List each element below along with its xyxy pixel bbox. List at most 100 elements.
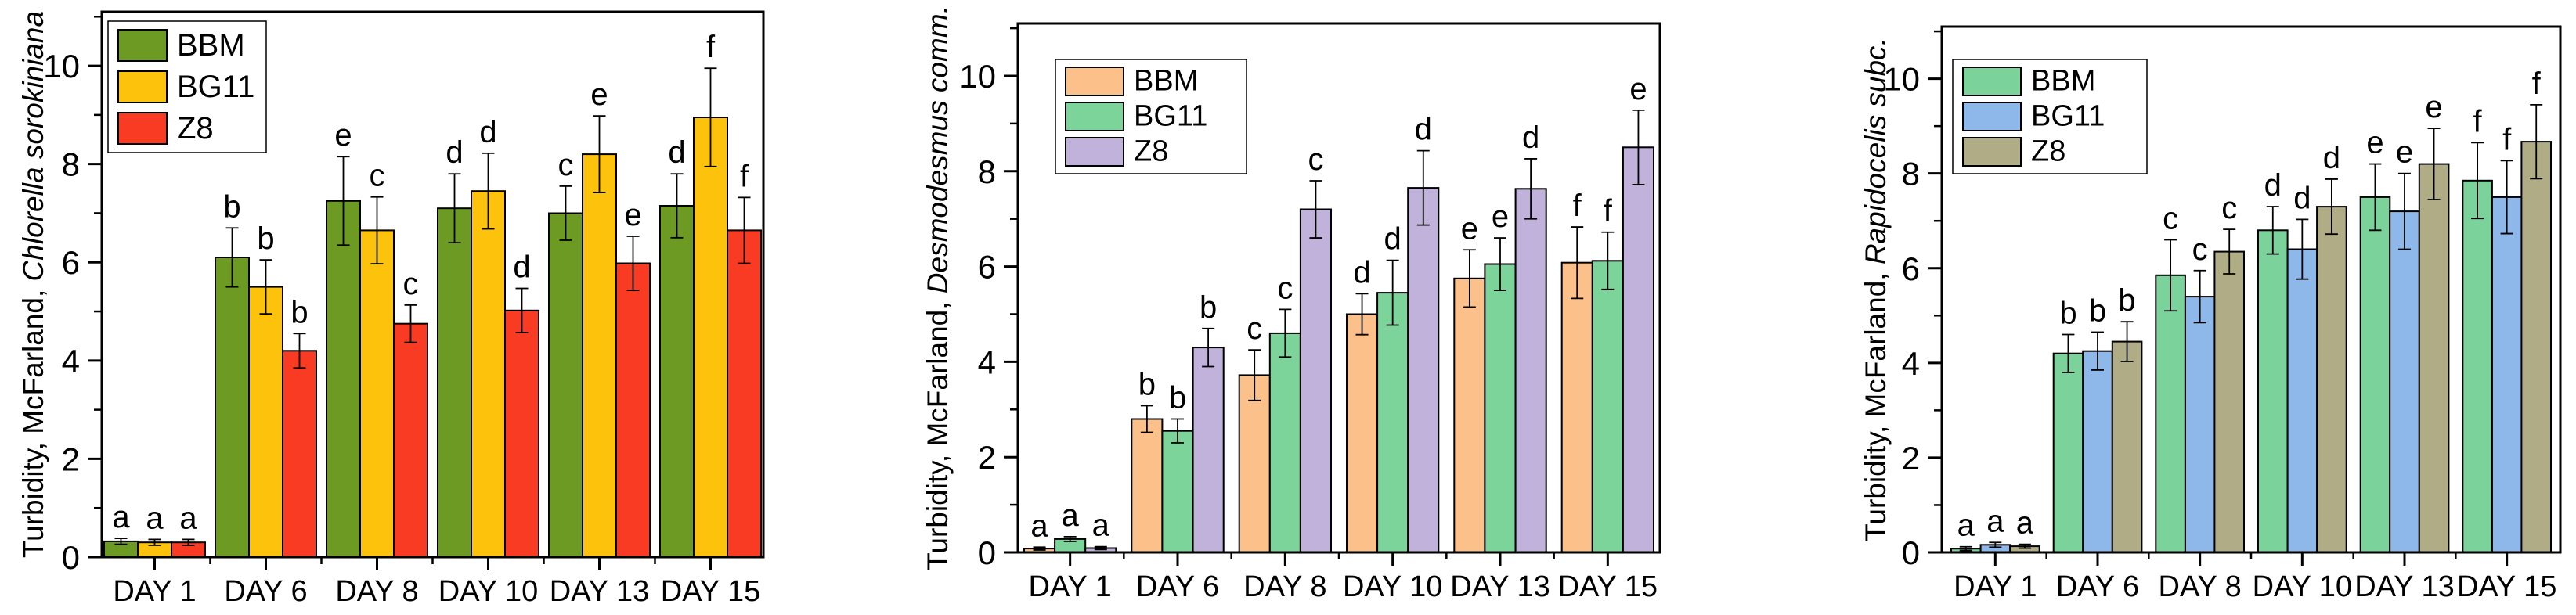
- legend-swatch-bg11: [1962, 102, 2022, 131]
- x-tick-label: DAY 8: [335, 575, 418, 608]
- error-bar: [259, 259, 272, 315]
- legend-swatch-z8: [1065, 137, 1124, 167]
- sig-letter: a: [146, 501, 164, 535]
- y-tick-label: 4: [62, 343, 80, 379]
- error-bar: [2398, 172, 2411, 250]
- sig-letter: d: [446, 135, 463, 170]
- legend-swatch-z8: [1962, 137, 2022, 167]
- sig-letter: e: [590, 77, 608, 112]
- sig-letter: d: [1522, 120, 1539, 155]
- y-tick-label: 8: [62, 146, 80, 183]
- bar-z8-day13: [1514, 188, 1547, 554]
- sig-letter: f: [2473, 104, 2483, 138]
- sig-letter: a: [1986, 504, 2004, 538]
- sig-letter: d: [479, 115, 496, 149]
- sig-letter: f: [2502, 122, 2512, 156]
- bar-z8-day10: [2316, 206, 2347, 553]
- error-bar: [1601, 231, 1615, 290]
- error-bar: [2325, 178, 2338, 236]
- x-tick-label: DAY 13: [2354, 570, 2454, 603]
- legend-label-z8: Z8: [2031, 135, 2065, 168]
- error-bar: [559, 185, 572, 241]
- x-tick-label: DAY 8: [1243, 570, 1326, 603]
- bar-bg11-day6: [248, 286, 283, 558]
- bar-z8-day8: [1299, 208, 1333, 553]
- sig-letter: e: [2366, 126, 2383, 160]
- x-tick-label: DAY 6: [224, 575, 307, 608]
- y-tick-label: 10: [1883, 61, 1920, 98]
- sig-letter: d: [1353, 255, 1370, 290]
- error-bar: [1033, 546, 1046, 551]
- chart-chlorella-sorokiniana: a b e d c d a b c d e f a b c d e f 0 2 4 6 8 10 DAY 1 DAY 6 DAY 8…: [0, 0, 846, 615]
- error-bar: [626, 236, 640, 291]
- x-tick-label: DAY 1: [1954, 570, 2037, 603]
- legend-swatch-bbm: [117, 29, 168, 62]
- y-tick-label: 8: [978, 153, 996, 190]
- x-tick-label: DAY 1: [1029, 570, 1112, 603]
- bar-bbm-day8: [1238, 374, 1271, 553]
- bar-bg11-day15: [1591, 260, 1624, 553]
- error-bar: [404, 304, 417, 343]
- y-tick-label: 6: [62, 244, 80, 281]
- error-bar: [1494, 237, 1506, 291]
- error-bar: [738, 196, 751, 264]
- error-bar: [1171, 418, 1184, 444]
- error-bar: [182, 538, 195, 546]
- bar-bbm-day13: [548, 212, 583, 558]
- sig-letter: f: [1604, 194, 1613, 228]
- legend-swatch-bg11: [117, 70, 168, 103]
- error-bar: [114, 538, 128, 545]
- error-bar: [2120, 321, 2134, 362]
- bar-z8-day6: [2111, 340, 2143, 553]
- error-bar: [2500, 160, 2513, 235]
- sig-letter: b: [1138, 367, 1156, 401]
- error-bar: [1989, 541, 2002, 548]
- legend-swatch-bg11: [1065, 102, 1124, 131]
- error-bar: [515, 287, 529, 333]
- x-tick-label: DAY 8: [2159, 570, 2242, 603]
- sig-letter: c: [403, 267, 419, 301]
- y-tick-label: 6: [978, 249, 996, 286]
- error-bar: [1248, 349, 1261, 401]
- sig-letter: b: [223, 189, 240, 224]
- error-bar: [1386, 259, 1399, 326]
- y-axis-label: Turbidity, McFarland, Desmodesmus comm.: [922, 5, 954, 570]
- error-bar: [2471, 142, 2484, 220]
- error-bar: [2427, 128, 2441, 200]
- error-bar: [337, 156, 350, 246]
- bar-z8-day10: [504, 309, 539, 558]
- y-tick-label: 10: [43, 48, 80, 85]
- error-bar: [293, 333, 306, 369]
- bar-z8-day6: [282, 350, 317, 558]
- y-tick-label: 2: [978, 439, 996, 476]
- y-tick-label: 2: [1902, 440, 1920, 477]
- x-tick-label: DAY 6: [1136, 570, 1219, 603]
- x-tick-label: DAY 6: [2056, 570, 2139, 603]
- error-bar: [1202, 327, 1215, 368]
- bar-bg11-day10: [471, 190, 506, 558]
- legend-swatch-bbm: [1962, 67, 2022, 96]
- y-tick-label: 0: [978, 534, 996, 571]
- y-axis-label: Turbidity, McFarland, Chlorella sorokini…: [17, 11, 49, 558]
- bar-bbm-day13: [1453, 277, 1486, 553]
- bar-bbm-day8: [2155, 274, 2186, 553]
- bar-bbm-day6: [215, 257, 250, 558]
- sig-letter: e: [624, 198, 641, 232]
- sig-letter: c: [2163, 201, 2178, 236]
- sig-letter: e: [334, 118, 352, 153]
- y-tick-label: 10: [959, 58, 996, 95]
- error-bar: [2091, 331, 2104, 371]
- bar-bg11-day13: [1484, 263, 1517, 553]
- bar-bg11-day6: [2082, 350, 2113, 553]
- y-tick-label: 8: [1902, 156, 1920, 192]
- sig-letter: c: [1247, 311, 1262, 346]
- bar-z8-day8: [2213, 250, 2245, 553]
- error-bar: [2193, 269, 2206, 324]
- sig-letter: f: [740, 159, 749, 193]
- sig-letter: e: [2396, 135, 2413, 170]
